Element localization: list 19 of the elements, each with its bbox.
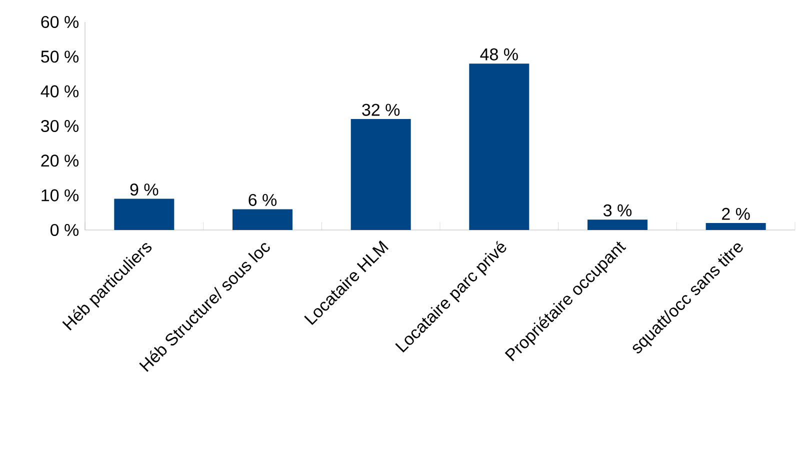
data-label: 32 %	[362, 104, 400, 116]
data-label: 6 %	[248, 194, 277, 206]
bar	[350, 119, 411, 230]
bar	[469, 64, 530, 230]
data-label: 3 %	[603, 204, 632, 216]
bar	[587, 220, 648, 230]
data-label: 9 %	[130, 184, 158, 196]
data-label: 48 %	[480, 48, 518, 60]
y-tick-label: 0 %	[50, 224, 79, 236]
y-tick-label: 50 %	[41, 50, 79, 63]
bar	[706, 223, 766, 230]
data-label: 2 %	[722, 208, 750, 220]
bar	[114, 198, 174, 230]
y-tick-label: 10 %	[42, 189, 79, 202]
y-tick-label: 30 %	[41, 120, 79, 132]
bar	[232, 209, 293, 230]
y-tick-label: 20 %	[41, 154, 79, 167]
y-tick-label: 40 %	[40, 85, 79, 98]
y-tick-label: 60 %	[41, 16, 79, 28]
